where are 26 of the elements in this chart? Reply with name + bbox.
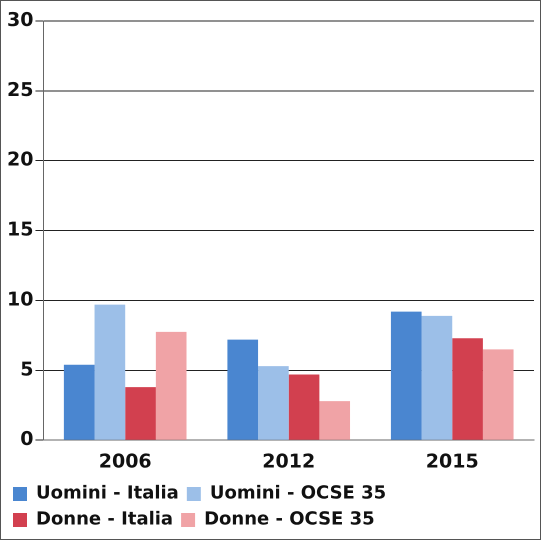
bar <box>258 366 289 440</box>
y-tick-label: 20 <box>6 148 34 171</box>
bar <box>319 401 350 440</box>
bar <box>227 340 258 440</box>
y-tick-label: 5 <box>20 358 34 380</box>
bar <box>390 312 422 440</box>
bar <box>288 374 320 440</box>
bar <box>94 304 126 440</box>
y-tick-label: 30 <box>6 8 34 31</box>
y-tick-label: 25 <box>6 78 34 101</box>
bar <box>64 364 95 440</box>
bar <box>125 387 156 440</box>
bar <box>156 332 187 440</box>
y-tick-label: 0 <box>20 428 34 450</box>
bar <box>482 349 514 440</box>
y-tick-label: 10 <box>6 288 34 310</box>
bar <box>452 338 483 440</box>
legend-label: Uomini - OCSE 35 <box>210 482 386 504</box>
legend-label: Uomini - Italia <box>36 482 179 504</box>
x-tick-label: 2015 <box>426 450 479 473</box>
x-tick-label: 2006 <box>98 450 152 473</box>
legend-label: Donne - Italia <box>36 508 174 530</box>
legend-label: Donne - OCSE 35 <box>204 508 375 530</box>
x-tick-label: 2012 <box>262 450 316 473</box>
y-tick-label: 15 <box>6 218 34 241</box>
bar <box>422 316 452 440</box>
